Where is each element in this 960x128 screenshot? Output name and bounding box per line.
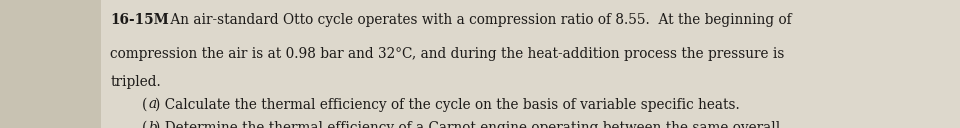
Text: An air-standard Otto cycle operates with a compression ratio of 8.55.  At the be: An air-standard Otto cycle operates with… <box>166 13 792 27</box>
Text: tripled.: tripled. <box>110 75 161 89</box>
Text: compression the air is at 0.98 bar and 32°C, and during the heat-addition proces: compression the air is at 0.98 bar and 3… <box>110 47 784 61</box>
Bar <box>101 0 960 128</box>
Text: (: ( <box>142 121 148 128</box>
Text: ) Calculate the thermal efficiency of the cycle on the basis of variable specifi: ) Calculate the thermal efficiency of th… <box>155 97 739 112</box>
Text: (: ( <box>142 97 148 111</box>
Text: b: b <box>148 121 157 128</box>
Text: a: a <box>148 97 156 111</box>
Text: ) Determine the thermal efficiency of a Carnot engine operating between the same: ) Determine the thermal efficiency of a … <box>155 121 780 128</box>
Text: 16-15M: 16-15M <box>110 13 169 27</box>
